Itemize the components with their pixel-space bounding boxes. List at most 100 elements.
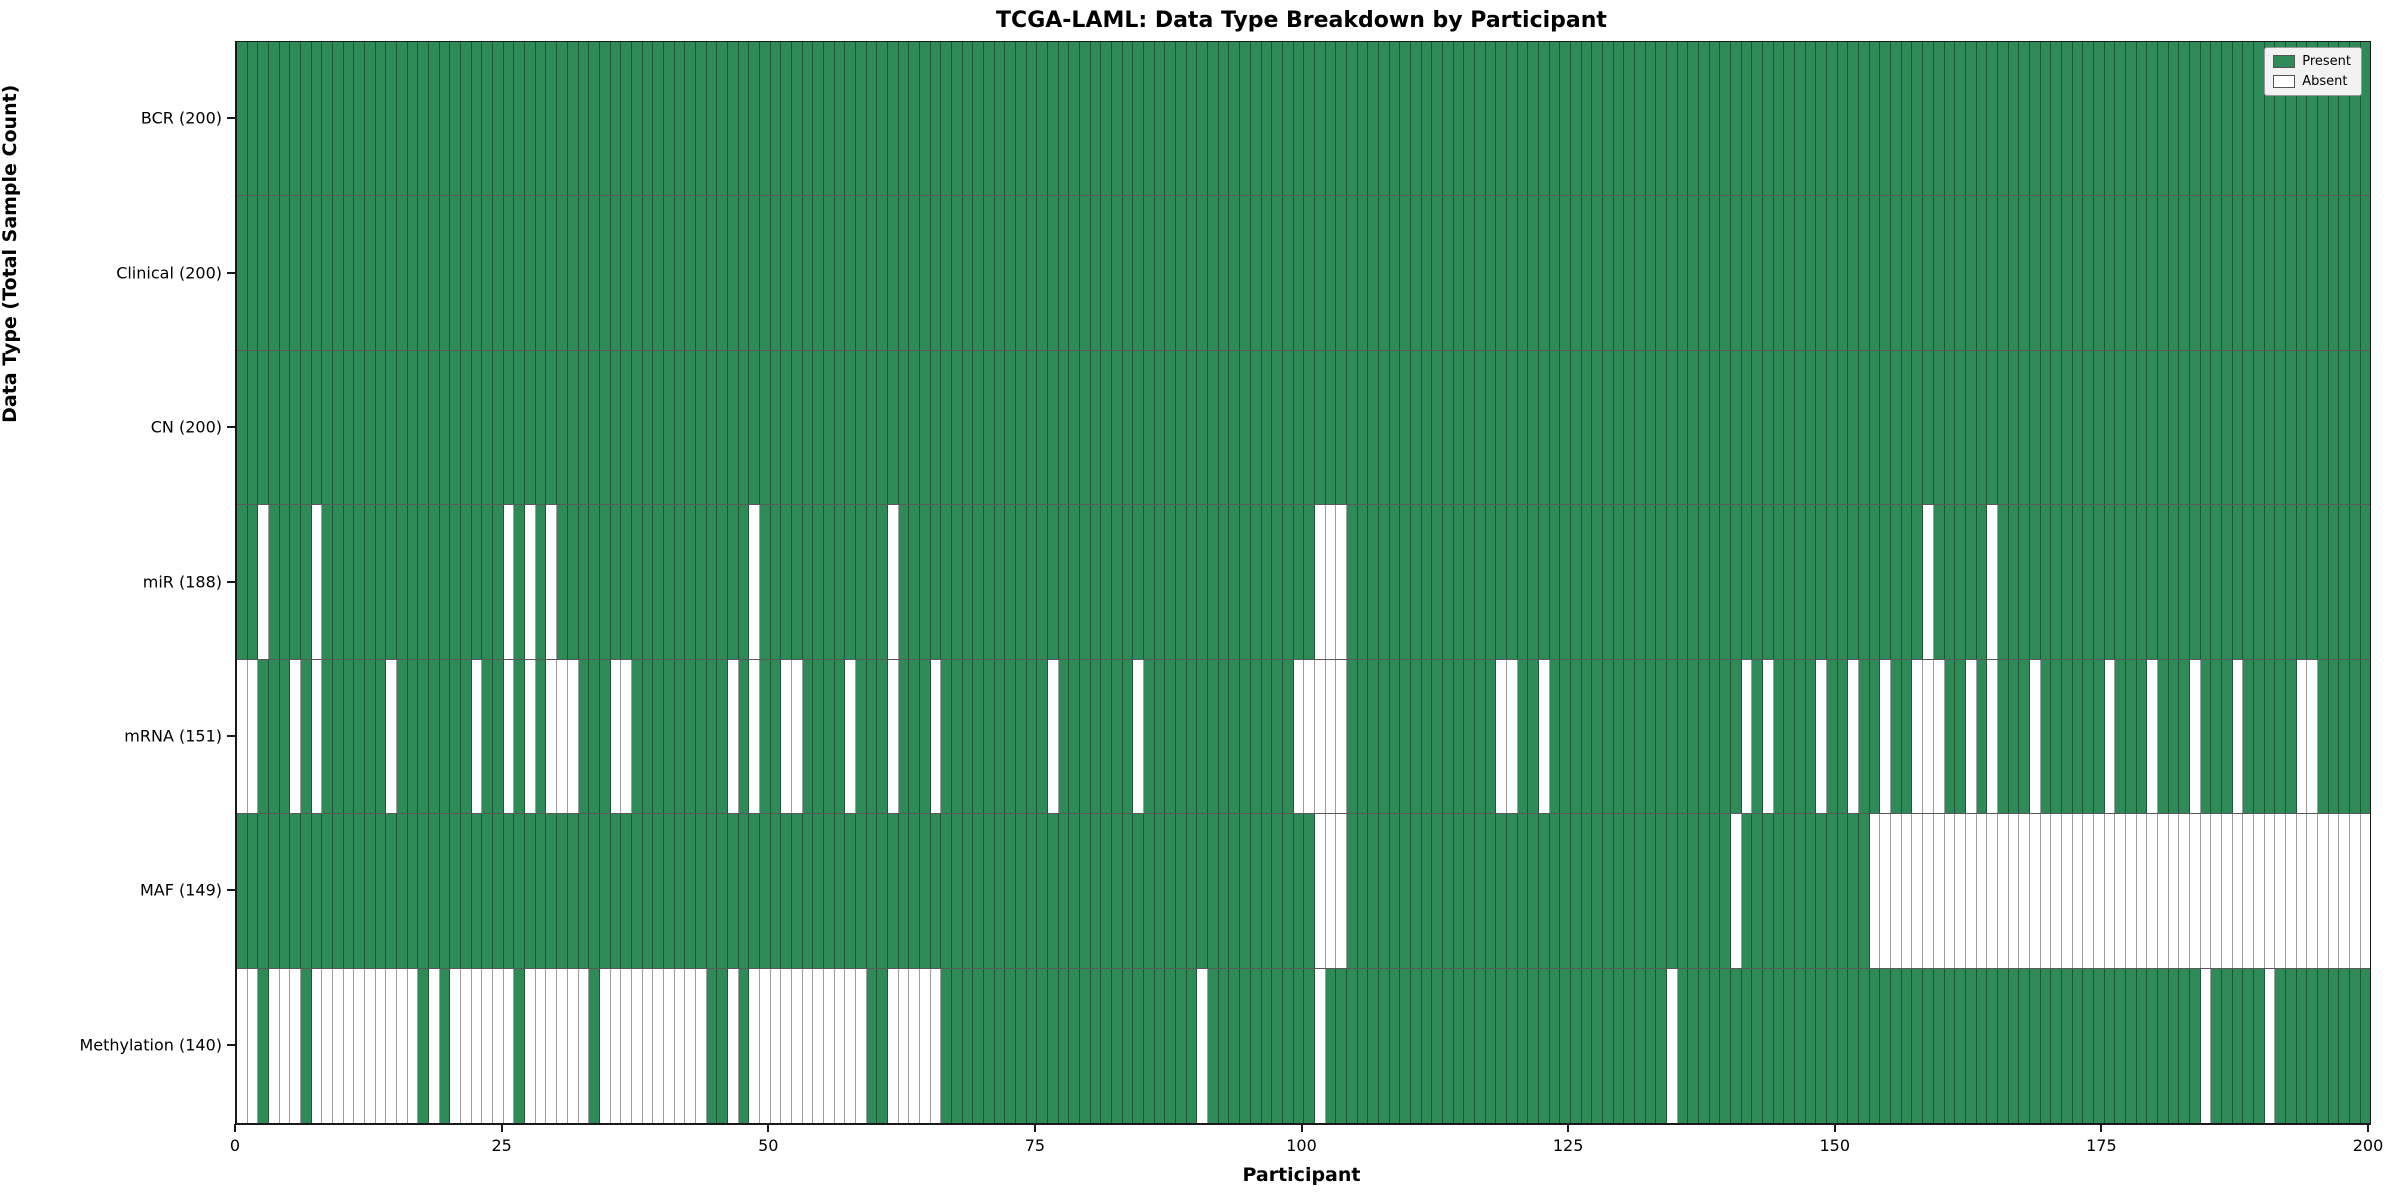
heatmap-cell [1261,196,1273,350]
heatmap-cell [802,505,814,659]
heatmap-cell [770,196,782,350]
heatmap-cell [2179,814,2190,968]
heatmap-cell [1773,505,1785,659]
heatmap-cell [1635,350,1646,505]
heatmap-cell [727,814,739,968]
heatmap-cell [1378,814,1390,968]
heatmap-cell [1101,814,1113,968]
heatmap-cell [610,814,622,968]
heatmap-cell [1859,42,1870,196]
heatmap-cell [887,350,899,505]
heatmap-cell [813,968,824,1123]
heatmap-cell [2339,659,2351,814]
legend-item: Absent [2273,74,2351,89]
x-tick-label: 0 [229,1136,241,1155]
heatmap-cell [578,505,590,659]
heatmap-cell [1827,350,1838,505]
heatmap-cell [1474,814,1486,968]
legend-swatch [2273,75,2296,88]
heatmap-cell [1368,196,1379,350]
heatmap-cell [823,42,835,196]
heatmap-cell [1656,968,1668,1123]
heatmap-cell [461,350,472,505]
heatmap-cell [2008,350,2020,505]
heatmap-cell [2104,42,2116,196]
x-tick-mark [1300,1124,1303,1132]
heatmap-cell [2104,814,2116,968]
heatmap-cell [823,196,835,350]
heatmap-cell [877,659,888,814]
heatmap-cell [866,42,878,196]
heatmap-cell [1517,814,1529,968]
heatmap-cell [290,505,302,659]
heatmap-cell [1400,42,1411,196]
heatmap-cell [247,196,259,350]
heatmap-cell [1667,505,1678,659]
heatmap-cell [375,968,387,1123]
heatmap-cell [1955,350,1966,505]
heatmap-cell [1581,814,1593,968]
heatmap-cell [1133,968,1145,1123]
heatmap-cell [1603,505,1614,659]
heatmap-cell [589,968,600,1123]
heatmap-cell [1570,968,1582,1123]
heatmap-cell [1891,350,1902,505]
heatmap-cell [1784,42,1796,196]
heatmap-cell [823,659,835,814]
heatmap-cell [450,350,462,505]
heatmap-cell [920,350,931,505]
heatmap-cell [1389,814,1401,968]
heatmap-cell [1816,968,1828,1123]
heatmap-cell [791,350,803,505]
heatmap-cell [1432,196,1443,350]
heatmap-cell [738,42,750,196]
heatmap-row [237,814,2371,969]
heatmap-cell [1603,42,1614,196]
heatmap-cell [247,659,259,814]
heatmap-cell [1869,505,1881,659]
heatmap-cell [834,42,846,196]
heatmap-cell [1955,968,1966,1123]
heatmap-cell [2040,350,2052,505]
heatmap-cell [717,659,728,814]
heatmap-cell [2360,196,2371,350]
heatmap-cell [2275,505,2286,659]
heatmap-cell [2179,196,2190,350]
heatmap-cell [2008,505,2020,659]
heatmap-cell [2008,659,2020,814]
heatmap-cell [258,659,270,814]
heatmap-cell [2083,659,2094,814]
heatmap-cell [2051,350,2062,505]
heatmap-cell [1208,814,1219,968]
heatmap-cell [1795,968,1806,1123]
heatmap-cell [1880,659,1892,814]
heatmap-cell [994,505,1006,659]
heatmap-cell [1517,42,1529,196]
heatmap-cell [1357,659,1369,814]
heatmap-cell [898,814,910,968]
heatmap-cell [781,350,792,505]
heatmap-cell [2104,968,2116,1123]
heatmap-cell [471,505,483,659]
heatmap-cell [1741,814,1753,968]
heatmap-cell [663,659,675,814]
heatmap-cell [1944,505,1956,659]
heatmap-cell [1442,350,1454,505]
heatmap-cell [343,196,355,350]
heatmap-cell [2029,968,2041,1123]
heatmap-cell [1997,505,2009,659]
heatmap-cell [2318,505,2329,659]
heatmap-cell [1037,196,1049,350]
heatmap-cell [930,505,942,659]
heatmap-cell [1549,814,1561,968]
heatmap-cell [1741,42,1753,196]
heatmap-cell [1667,814,1678,968]
heatmap-cell [877,42,888,196]
heatmap-cell [877,505,888,659]
heatmap-cell [717,814,728,968]
heatmap-cell [471,196,483,350]
heatmap-cell [2189,814,2201,968]
heatmap-cell [1549,196,1561,350]
heatmap-cell [749,968,760,1123]
heatmap-cell [2221,505,2233,659]
